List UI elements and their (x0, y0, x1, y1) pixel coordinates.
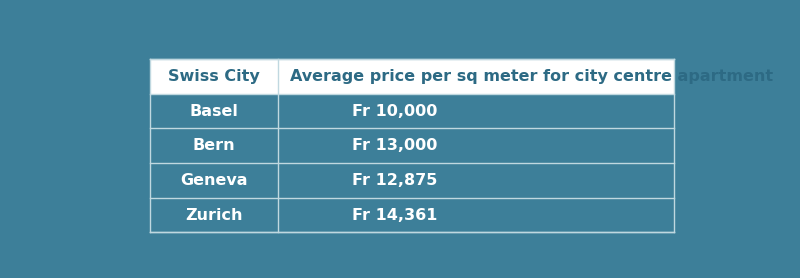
Text: Basel: Basel (190, 104, 238, 118)
Bar (150, 128, 674, 163)
Text: Bern: Bern (193, 138, 235, 153)
Bar (150, 198, 674, 232)
Text: Fr 13,000: Fr 13,000 (352, 138, 438, 153)
Text: Average price per sq meter for city centre apartment: Average price per sq meter for city cent… (290, 69, 774, 84)
Bar (150, 94, 674, 128)
Text: Fr 10,000: Fr 10,000 (352, 104, 438, 118)
Bar (150, 59, 674, 94)
Text: Geneva: Geneva (180, 173, 247, 188)
Text: Swiss City: Swiss City (168, 69, 260, 84)
Text: Zurich: Zurich (185, 208, 242, 223)
Bar (150, 163, 674, 198)
Text: Fr 12,875: Fr 12,875 (352, 173, 438, 188)
Text: Fr 14,361: Fr 14,361 (352, 208, 438, 223)
